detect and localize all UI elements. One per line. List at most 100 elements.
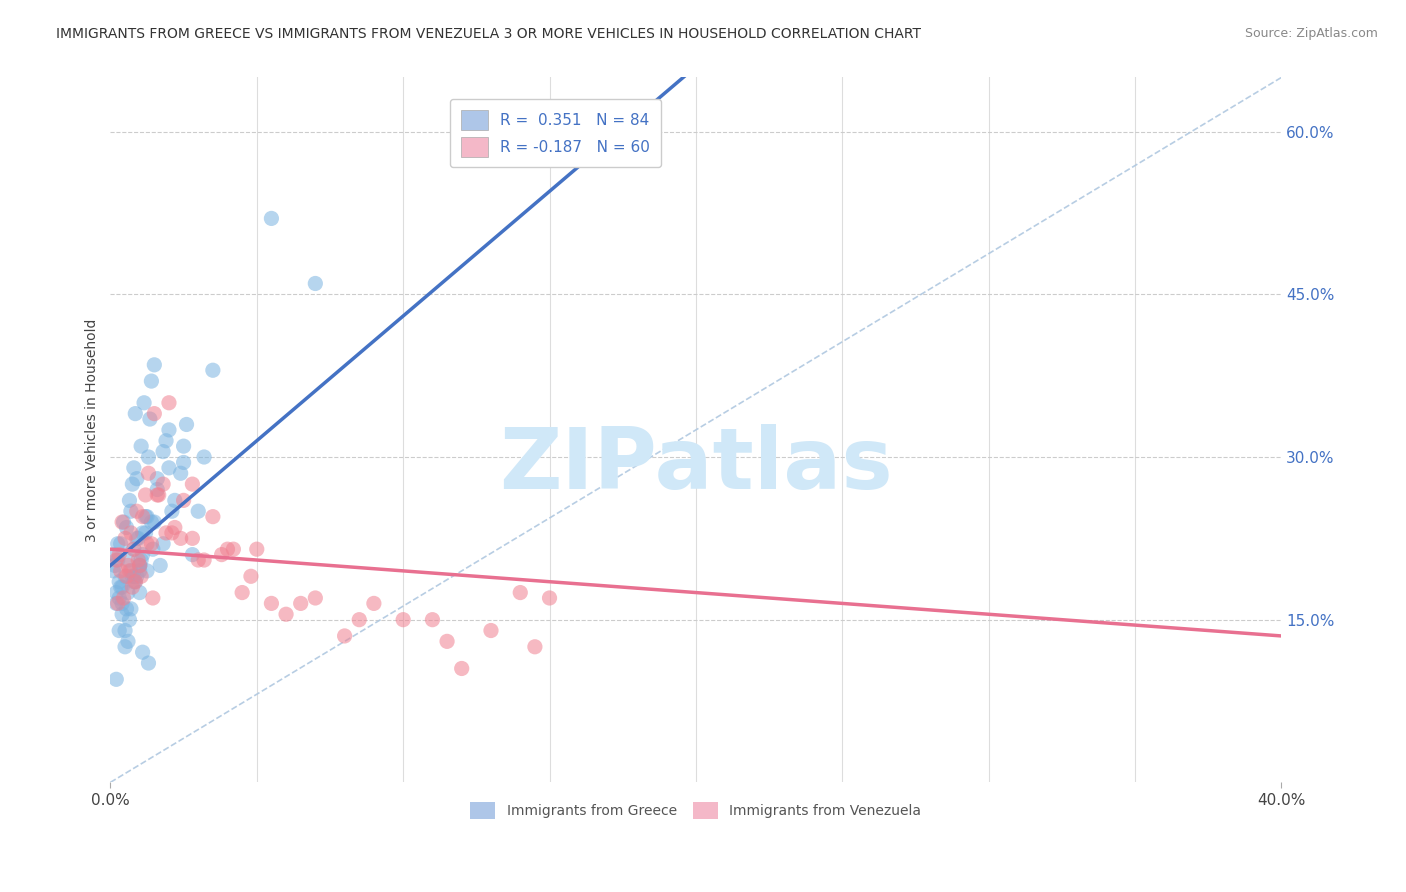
Point [157, 460, 180, 475]
Point [201, 509, 224, 524]
Point [169, 532, 191, 546]
Point [135, 525, 157, 540]
Point [121, 580, 143, 594]
Point [274, 607, 297, 622]
Point [104, 558, 127, 573]
Point [108, 591, 131, 605]
Point [122, 574, 145, 589]
Point [217, 542, 239, 557]
Point [139, 412, 162, 426]
Point [115, 569, 138, 583]
Point [128, 585, 150, 599]
Text: IMMIGRANTS FROM GREECE VS IMMIGRANTS FROM VENEZUELA 3 OR MORE VEHICLES IN HOUSEH: IMMIGRANTS FROM GREECE VS IMMIGRANTS FRO… [56, 27, 921, 41]
Point [131, 509, 153, 524]
Point [222, 542, 245, 557]
Point [538, 591, 561, 605]
Point [110, 537, 132, 551]
Point [111, 596, 134, 610]
Point [173, 439, 195, 453]
Point [142, 542, 165, 557]
Point [107, 537, 129, 551]
Point [132, 396, 155, 410]
Point [187, 553, 209, 567]
Point [115, 520, 138, 534]
Point [121, 477, 143, 491]
Point [122, 542, 145, 557]
Point [125, 532, 148, 546]
Point [523, 640, 546, 654]
Point [181, 548, 204, 562]
Point [128, 558, 150, 573]
Point [135, 488, 157, 502]
Point [122, 542, 145, 557]
Point [103, 564, 125, 578]
Point [122, 569, 145, 583]
Point [122, 460, 145, 475]
Point [181, 532, 204, 546]
Point [108, 574, 131, 589]
Text: Source: ZipAtlas.com: Source: ZipAtlas.com [1244, 27, 1378, 40]
Point [118, 564, 141, 578]
Point [141, 515, 163, 529]
Point [173, 493, 195, 508]
Point [125, 504, 148, 518]
Point [104, 548, 127, 562]
Point [136, 509, 159, 524]
Point [117, 558, 139, 573]
Point [114, 532, 136, 546]
Point [108, 548, 131, 562]
Point [114, 624, 136, 638]
Point [152, 477, 174, 491]
Point [163, 493, 186, 508]
Point [129, 553, 152, 567]
Point [128, 558, 150, 573]
Point [141, 537, 163, 551]
Point [143, 358, 166, 372]
Point [118, 493, 141, 508]
Point [112, 515, 135, 529]
Point [111, 580, 134, 594]
Point [111, 515, 134, 529]
Point [163, 520, 186, 534]
Point [260, 211, 283, 226]
Point [138, 450, 160, 464]
Point [239, 569, 262, 583]
Point [148, 488, 170, 502]
Point [201, 363, 224, 377]
Point [124, 574, 146, 589]
Point [117, 634, 139, 648]
Point [110, 564, 132, 578]
Point [105, 585, 128, 599]
Point [128, 564, 150, 578]
Text: ZIPatlas: ZIPatlas [499, 424, 893, 507]
Point [169, 467, 191, 481]
Legend: Immigrants from Greece, Immigrants from Venezuela: Immigrants from Greece, Immigrants from … [465, 797, 927, 825]
Point [304, 591, 326, 605]
Point [392, 613, 415, 627]
Point [138, 656, 160, 670]
Point [121, 569, 143, 583]
Point [127, 553, 149, 567]
Point [149, 558, 172, 573]
Point [142, 591, 165, 605]
Point [120, 525, 142, 540]
Point [112, 591, 135, 605]
Point [131, 645, 153, 659]
Point [193, 553, 215, 567]
Point [450, 661, 472, 675]
Point [136, 537, 159, 551]
Point [141, 374, 163, 388]
Point [107, 596, 129, 610]
Point [105, 673, 128, 687]
Point [176, 417, 198, 432]
Point [110, 580, 132, 594]
Point [136, 564, 159, 578]
Point [152, 444, 174, 458]
Point [146, 483, 169, 497]
Point [436, 634, 458, 648]
Point [114, 640, 136, 654]
Point [157, 423, 180, 437]
Point [114, 569, 136, 583]
Point [117, 553, 139, 567]
Point [120, 564, 142, 578]
